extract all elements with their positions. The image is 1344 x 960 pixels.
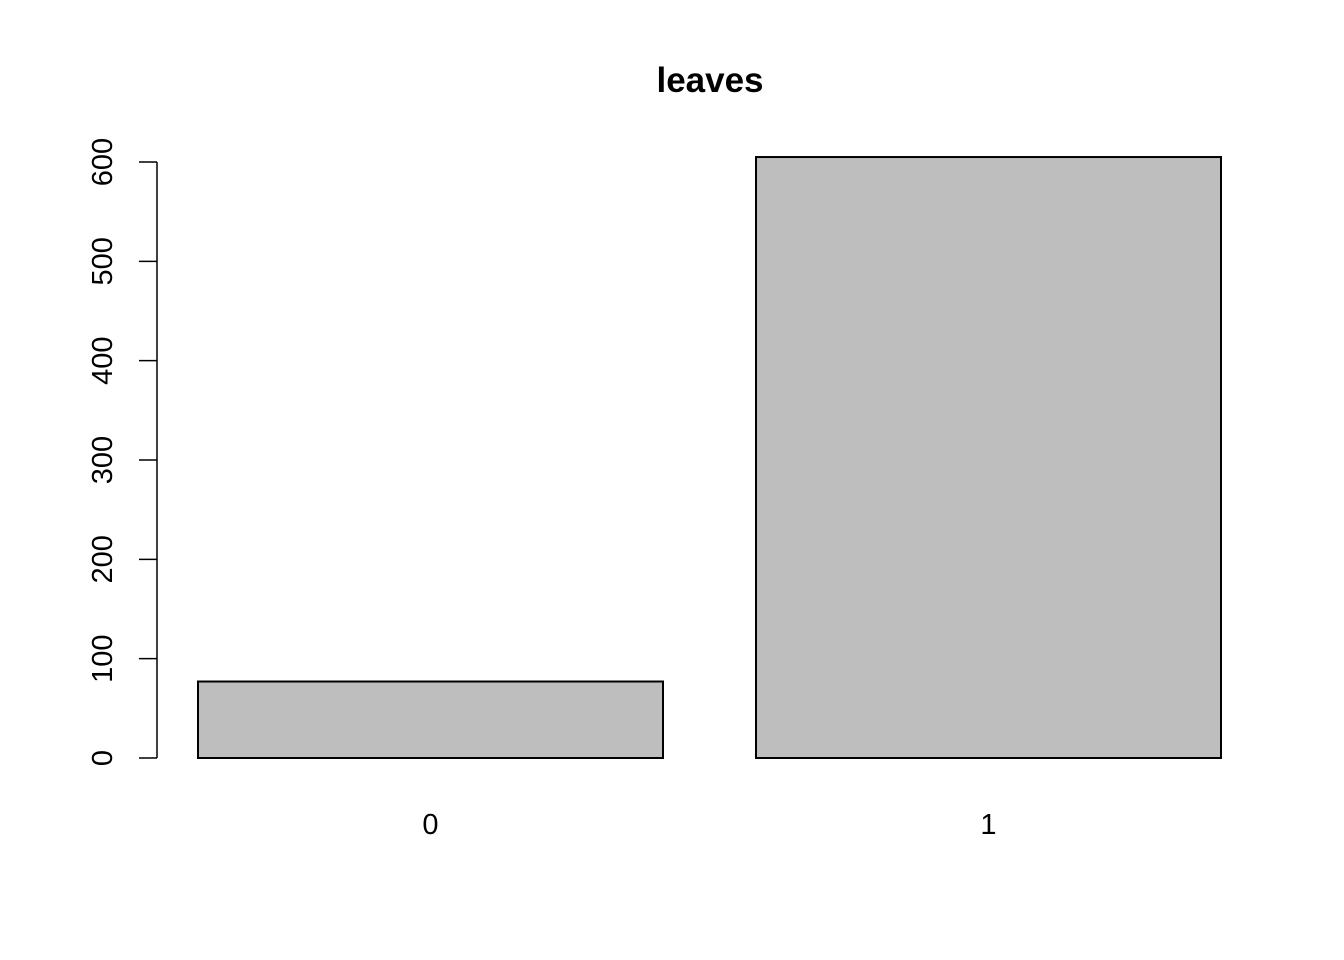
bar-1	[755, 156, 1222, 760]
x-tick-label: 1	[980, 809, 996, 841]
y-axis: 0 100 200 300 400 500 600	[87, 138, 158, 766]
chart-title: leaves	[656, 61, 763, 100]
bars-group	[197, 156, 1222, 760]
bar-0	[197, 680, 664, 759]
y-tick-label: 300	[87, 436, 119, 484]
y-tick-label: 600	[87, 138, 119, 186]
y-tick-label: 400	[87, 336, 119, 384]
y-tick-label: 0	[87, 750, 119, 766]
y-tick-label: 100	[87, 634, 119, 682]
x-tick-label: 0	[422, 809, 438, 841]
y-tick-label: 200	[87, 535, 119, 583]
y-tick-label: 500	[87, 237, 119, 285]
